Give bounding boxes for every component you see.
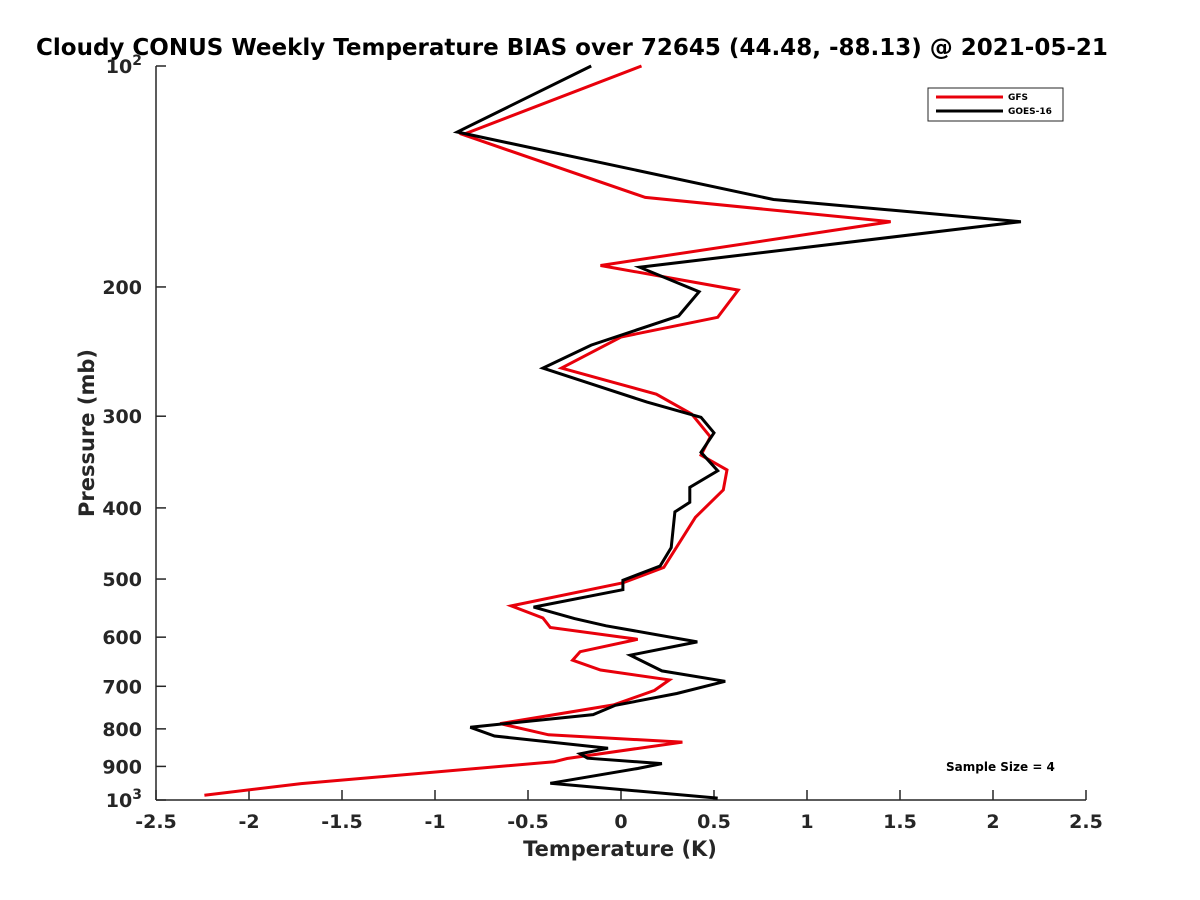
- y-tick-label-top: 102: [106, 53, 142, 78]
- legend-label-gfs: GFS: [1008, 93, 1028, 103]
- x-tick-label: 1: [800, 811, 813, 833]
- x-tick-label: 2: [986, 811, 999, 833]
- y-tick-label: 800: [102, 719, 142, 741]
- y-tick-label: 500: [102, 569, 142, 591]
- y-tick-label: 600: [102, 627, 142, 649]
- x-axis-ticks: -2.5 -2 -1.5 -1 -0.5 0 0.5 1 1.5 2 2.5: [135, 790, 1103, 833]
- x-tick-label: -2.5: [135, 811, 177, 833]
- series-layer: [204, 64, 1022, 800]
- x-tick-label: -1: [424, 811, 445, 833]
- x-tick-label: -2: [238, 811, 259, 833]
- y-tick-label: 900: [102, 756, 142, 778]
- series-line-gfs: [204, 64, 891, 797]
- legend-box: [927, 87, 1064, 122]
- x-tick-label: 0.5: [697, 811, 731, 833]
- y-tick-label: 200: [102, 277, 142, 299]
- axes-frame: [155, 66, 1086, 801]
- y-tick-label: 400: [102, 498, 142, 520]
- y-axis-ticks: 200 300 400 500 600 700 800 900 102 103: [102, 53, 166, 812]
- legend: GFS GOES-16: [927, 87, 1064, 122]
- sample-size-annotation: Sample Size = 4: [946, 760, 1055, 774]
- y-axis-label: Pressure (mb): [75, 349, 99, 517]
- x-tick-label: -1.5: [321, 811, 363, 833]
- chart-title: Cloudy CONUS Weekly Temperature BIAS ove…: [36, 35, 1108, 61]
- x-tick-label: 0: [614, 811, 627, 833]
- y-tick-label: 700: [102, 676, 142, 698]
- y-tick-label-bottom: 103: [106, 787, 142, 812]
- legend-label-goes: GOES-16: [1008, 107, 1052, 117]
- y-tick-label: 300: [102, 406, 142, 428]
- x-tick-label: 2.5: [1069, 811, 1103, 833]
- x-tick-label: 1.5: [883, 811, 917, 833]
- series-line-goes-16: [452, 64, 1022, 800]
- x-axis-label: Temperature (K): [523, 837, 717, 861]
- x-tick-label: -0.5: [507, 811, 549, 833]
